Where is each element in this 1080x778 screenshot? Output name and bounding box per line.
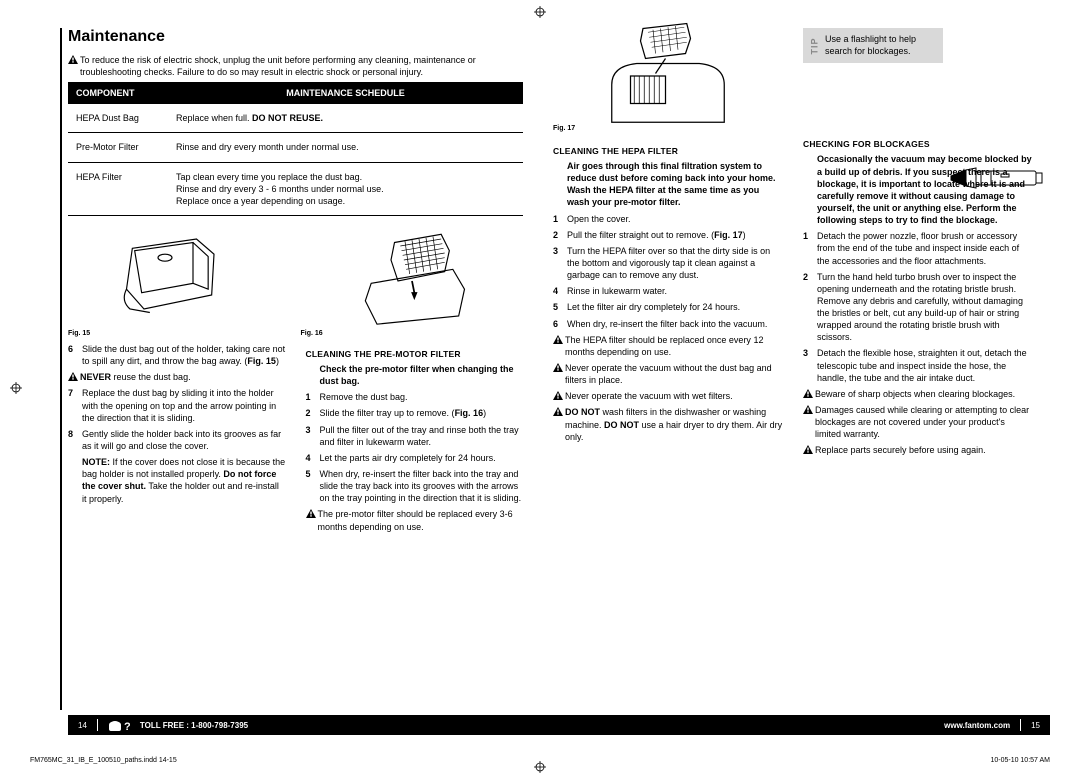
- section-subhead: Air goes through this final filtration s…: [567, 160, 783, 209]
- warning-icon: [306, 509, 316, 518]
- slug-line: FM765MC_31_IB_E_100510_paths.indd 14-15 …: [30, 757, 1050, 764]
- tip-label: TIP: [810, 37, 822, 54]
- right-page: Fig. 17 CLEANING THE HEPA FILTER Air goe…: [553, 28, 1033, 537]
- step-text: Slide the dust bag out of the holder, ta…: [82, 343, 286, 367]
- table-cell: Tap clean every time you replace the dus…: [168, 162, 523, 215]
- table-header: COMPONENT: [68, 82, 168, 104]
- figure-15: Fig. 15: [68, 228, 291, 337]
- svg-text:?: ?: [124, 721, 130, 732]
- warning-icon: [553, 407, 563, 416]
- toll-free: TOLL FREE : 1-800-798-7395: [140, 721, 248, 730]
- section-heading: CLEANING THE HEPA FILTER: [553, 146, 783, 156]
- footer-url: www.fantom.com: [944, 721, 1010, 730]
- page-footer: 14 ? TOLL FREE : 1-800-798-7395 www.fant…: [68, 715, 1050, 735]
- hepa-filter-illustration: [553, 28, 783, 123]
- table-cell: HEPA Filter: [68, 162, 168, 215]
- section-heading: CLEANING THE PRE-MOTOR FILTER: [306, 349, 524, 359]
- table-header: MAINTENANCE SCHEDULE: [168, 82, 523, 104]
- section-subhead: Check the pre-motor filter when changing…: [320, 363, 524, 387]
- warning-icon: [803, 389, 813, 398]
- table-cell: HEPA Dust Bag: [68, 104, 168, 133]
- intro-warning: To reduce the risk of electric shock, un…: [68, 54, 523, 78]
- dust-bag-illustration: [68, 228, 291, 328]
- note-text: NOTE: If the cover does not close it is …: [82, 456, 286, 505]
- table-cell: Pre-Motor Filter: [68, 133, 168, 162]
- warning-icon: [68, 55, 78, 64]
- table-cell: Replace when full. DO NOT REUSE.: [168, 104, 523, 133]
- filter-tray-illustration: [301, 228, 524, 328]
- tip-box: TIP Use a flashlight to help search for …: [803, 28, 943, 63]
- margin-rule: [60, 28, 62, 710]
- warning-icon: [553, 335, 563, 344]
- page-number: 14: [78, 721, 87, 730]
- page-number: 15: [1031, 721, 1040, 730]
- figure-16: Fig. 16: [301, 228, 524, 337]
- warning-icon: [803, 405, 813, 414]
- warning-icon: [68, 372, 78, 381]
- warning-icon: [553, 391, 563, 400]
- phone-icon: ?: [108, 718, 130, 732]
- left-page: Maintenance To reduce the risk of electr…: [68, 28, 523, 537]
- flashlight-illustration: [946, 148, 1046, 200]
- step-text: Replace the dust bag by sliding it into …: [82, 387, 286, 423]
- table-cell: Rinse and dry every month under normal u…: [168, 133, 523, 162]
- step-text: Gently slide the holder back into its gr…: [82, 428, 286, 452]
- registration-mark-icon: [534, 6, 546, 20]
- registration-mark-icon: [10, 382, 22, 396]
- page-title: Maintenance: [68, 28, 523, 46]
- warning-icon: [803, 445, 813, 454]
- maintenance-table: COMPONENT MAINTENANCE SCHEDULE HEPA Dust…: [68, 82, 523, 216]
- warning-icon: [553, 363, 563, 372]
